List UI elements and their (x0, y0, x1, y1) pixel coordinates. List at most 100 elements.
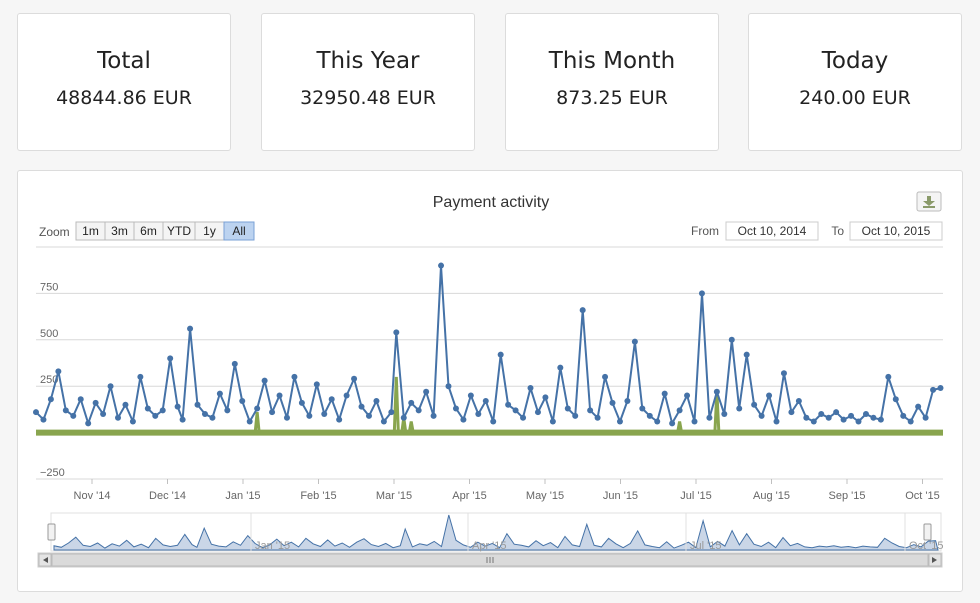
data-point[interactable] (70, 412, 77, 419)
data-point[interactable] (818, 411, 825, 418)
data-point[interactable] (922, 414, 929, 421)
data-point[interactable] (684, 392, 691, 399)
data-point[interactable] (795, 398, 802, 405)
data-point[interactable] (276, 392, 283, 399)
data-point[interactable] (609, 399, 616, 406)
data-point[interactable] (855, 418, 862, 425)
data-point[interactable] (616, 418, 623, 425)
data-point[interactable] (907, 418, 914, 425)
data-point[interactable] (833, 409, 840, 416)
data-point[interactable] (751, 401, 758, 408)
data-point[interactable] (328, 396, 335, 403)
data-point[interactable] (77, 396, 84, 403)
data-point[interactable] (915, 403, 922, 410)
data-point[interactable] (877, 416, 884, 423)
data-point[interactable] (298, 399, 305, 406)
data-point[interactable] (542, 394, 549, 401)
zoom-button-all[interactable]: All (223, 221, 255, 241)
data-point[interactable] (351, 375, 358, 382)
data-point[interactable] (55, 368, 62, 375)
export-button[interactable] (916, 191, 942, 212)
data-point[interactable] (400, 414, 407, 421)
data-point[interactable] (646, 412, 653, 419)
data-point[interactable] (144, 405, 151, 412)
data-point[interactable] (706, 414, 713, 421)
data-point[interactable] (512, 407, 519, 414)
data-point[interactable] (388, 409, 395, 416)
data-point[interactable] (40, 416, 47, 423)
data-point[interactable] (594, 414, 601, 421)
data-point[interactable] (930, 386, 937, 393)
data-point[interactable] (179, 416, 186, 423)
data-point[interactable] (497, 351, 504, 358)
data-point[interactable] (862, 411, 869, 418)
data-point[interactable] (159, 407, 166, 414)
data-point[interactable] (380, 418, 387, 425)
zoom-button-ytd[interactable]: YTD (162, 221, 196, 241)
data-point[interactable] (698, 290, 705, 297)
data-point[interactable] (885, 373, 892, 380)
data-point[interactable] (892, 396, 899, 403)
from-date-input[interactable]: Oct 10, 2014 (725, 221, 819, 241)
data-point[interactable] (343, 392, 350, 399)
data-point[interactable] (780, 370, 787, 377)
data-point[interactable] (445, 383, 452, 390)
data-point[interactable] (758, 412, 765, 419)
data-point[interactable] (358, 403, 365, 410)
navigator-handle-left[interactable] (47, 523, 56, 541)
zoom-button-1m[interactable]: 1m (75, 221, 106, 241)
data-point[interactable] (194, 401, 201, 408)
data-point[interactable] (438, 262, 445, 269)
data-point[interactable] (602, 373, 609, 380)
data-point[interactable] (107, 383, 114, 390)
data-point[interactable] (564, 405, 571, 412)
data-point[interactable] (115, 414, 122, 421)
data-point[interactable] (291, 373, 298, 380)
data-point[interactable] (900, 412, 907, 419)
data-point[interactable] (254, 405, 261, 412)
data-point[interactable] (467, 392, 474, 399)
data-point[interactable] (937, 385, 944, 392)
data-point[interactable] (691, 418, 698, 425)
data-point[interactable] (766, 392, 773, 399)
to-date-input[interactable]: Oct 10, 2015 (849, 221, 943, 241)
data-point[interactable] (721, 411, 728, 418)
data-point[interactable] (423, 388, 430, 395)
data-point[interactable] (216, 390, 223, 397)
data-point[interactable] (676, 407, 683, 414)
data-point[interactable] (810, 418, 817, 425)
data-point[interactable] (527, 385, 534, 392)
zoom-button-3m[interactable]: 3m (104, 221, 135, 241)
data-point[interactable] (336, 416, 343, 423)
data-point[interactable] (870, 414, 877, 421)
data-point[interactable] (239, 398, 246, 405)
data-point[interactable] (129, 418, 136, 425)
data-point[interactable] (840, 416, 847, 423)
navigator[interactable]: Jan '15 Apr '15 Jul '15 Oct '15 (47, 512, 944, 552)
data-point[interactable] (736, 405, 743, 412)
data-point[interactable] (534, 409, 541, 416)
data-point[interactable] (283, 414, 290, 421)
data-point[interactable] (100, 411, 107, 418)
data-point[interactable] (167, 355, 174, 362)
data-point[interactable] (654, 418, 661, 425)
data-point[interactable] (224, 407, 231, 414)
data-point[interactable] (460, 416, 467, 423)
data-point[interactable] (33, 409, 39, 416)
data-point[interactable] (773, 418, 780, 425)
data-point[interactable] (269, 409, 276, 416)
zoom-button-6m[interactable]: 6m (133, 221, 164, 241)
data-point[interactable] (306, 412, 313, 419)
data-point[interactable] (475, 411, 482, 418)
data-point[interactable] (713, 388, 720, 395)
data-point[interactable] (631, 338, 638, 345)
data-point[interactable] (415, 407, 422, 414)
data-point[interactable] (825, 414, 832, 421)
data-point[interactable] (393, 329, 400, 336)
data-point[interactable] (669, 420, 676, 427)
data-point[interactable] (572, 412, 579, 419)
data-point[interactable] (313, 381, 320, 388)
data-point[interactable] (174, 403, 181, 410)
data-point[interactable] (62, 407, 69, 414)
data-point[interactable] (122, 401, 129, 408)
